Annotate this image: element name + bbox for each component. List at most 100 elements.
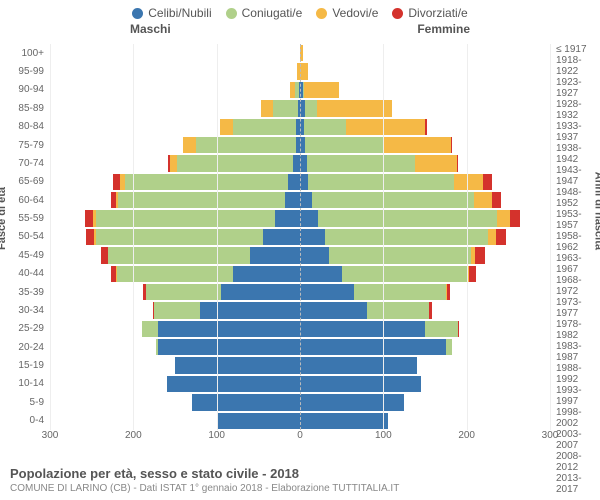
bar-segment [307,155,415,171]
gridline [550,44,551,430]
chart-title: Popolazione per età, sesso e stato civil… [10,466,590,481]
legend-swatch [226,8,237,19]
bar-segment [167,376,300,392]
birth-tick: 1983-1987 [552,341,600,363]
legend-label: Coniugati/e [242,6,303,20]
legend-item: Divorziati/e [392,6,467,20]
x-axis: 3002001000100200300 [50,430,550,446]
bar-segment [312,192,475,208]
bar-segment [317,100,392,116]
bar-segment [285,192,300,208]
bar-segment [158,339,300,355]
bar-segment [108,247,250,263]
male-bar [50,192,300,208]
male-bar [50,82,300,98]
bar-segment [113,174,120,190]
female-bar [300,413,550,429]
birth-tick: 1928-1932 [552,99,600,121]
female-bar [300,357,550,373]
gridline [467,44,468,430]
bar-segment [85,210,93,226]
age-tick: 45-49 [0,246,48,264]
female-bar [300,119,550,135]
bar-segment [325,229,488,245]
male-bar [50,357,300,373]
x-tick: 300 [542,430,559,441]
legend: Celibi/NubiliConiugati/eVedovi/eDivorzia… [0,0,600,20]
male-bar [50,155,300,171]
age-tick: 85-89 [0,99,48,117]
bar-segment [492,192,500,208]
bar-segment [425,119,427,135]
birth-tick: 2003-2007 [552,429,600,451]
age-tick: 95-99 [0,62,48,80]
x-tick: 100 [375,430,392,441]
bar-segment [158,321,300,337]
population-pyramid-chart: Celibi/NubiliConiugati/eVedovi/eDivorzia… [0,0,600,500]
bar-segment [425,321,458,337]
male-bar [50,247,300,263]
male-bar [50,100,300,116]
female-bar [300,100,550,116]
bar-segment [300,339,446,355]
bar-segment [300,394,404,410]
age-tick: 10-14 [0,375,48,393]
female-bar [300,174,550,190]
age-tick: 60-64 [0,191,48,209]
legend-label: Vedovi/e [332,6,378,20]
x-tick: 100 [208,430,225,441]
legend-label: Divorziati/e [408,6,467,20]
legend-item: Vedovi/e [316,6,378,20]
bar-segment [183,137,196,153]
bar-segment [474,192,492,208]
bar-segment [86,229,94,245]
bar-segment [233,266,300,282]
column-headers: Maschi Femmine [0,22,600,40]
birth-tick: 1923-1927 [552,77,600,99]
birth-tick: 1938-1942 [552,143,600,165]
male-bar [50,321,300,337]
bar-segment [300,229,325,245]
age-tick: 5-9 [0,393,48,411]
age-tick: 0-4 [0,412,48,430]
age-tick: 75-79 [0,136,48,154]
bar-segment [384,137,451,153]
birth-tick: 1963-1967 [552,253,600,275]
male-header: Maschi [130,22,171,36]
male-bar [50,137,300,153]
bar-segment [488,229,496,245]
bar-segment [221,284,300,300]
bar-segment [300,284,354,300]
bar-segment [304,82,339,98]
age-tick: 55-59 [0,209,48,227]
age-tick: 100+ [0,44,48,62]
y-axis-age: 100+95-9990-9485-8980-8475-7970-7465-696… [0,44,48,430]
bar-segment [305,137,384,153]
bar-segment [263,229,301,245]
bar-segment [175,357,300,373]
male-bar [50,229,300,245]
female-bar [300,284,550,300]
birth-tick: 1958-1962 [552,231,600,253]
age-tick: 50-54 [0,228,48,246]
birth-tick: 1933-1937 [552,121,600,143]
bar-segment [304,119,346,135]
bar-segment [300,247,329,263]
male-bar [50,413,300,429]
bar-segment [170,155,177,171]
age-tick: 80-84 [0,118,48,136]
female-bar [300,63,550,79]
y-axis-birth: ≤ 19171918-19221923-19271928-19321933-19… [552,44,600,430]
bar-segment [457,155,459,171]
bar-segment [300,210,318,226]
bar-segment [261,100,273,116]
bar-segment [329,247,471,263]
chart-subtitle: COMUNE DI LARINO (CB) - Dati ISTAT 1° ge… [10,483,590,494]
birth-tick: 1988-1992 [552,363,600,385]
bar-segment [125,174,288,190]
bar-segment [451,137,453,153]
bar-segment [318,210,497,226]
birth-tick: 1993-1997 [552,385,600,407]
age-tick: 70-74 [0,154,48,172]
bar-segment [510,210,520,226]
